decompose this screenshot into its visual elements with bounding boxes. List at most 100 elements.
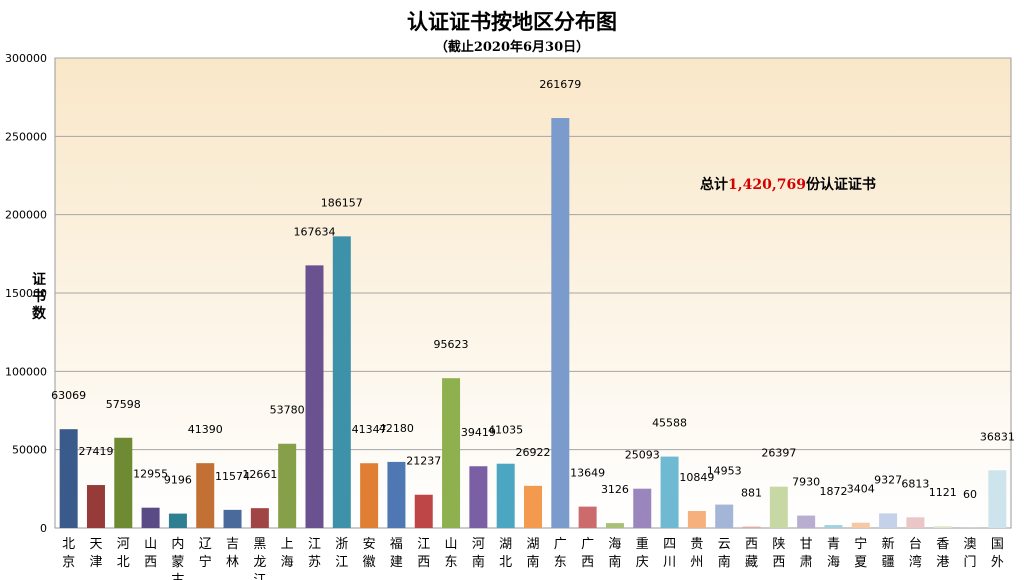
value-label: 186157 [321, 196, 363, 209]
y-tick-label: 300000 [5, 52, 47, 65]
bar [933, 526, 952, 528]
chart-title: 认证证书按地区分布图 [407, 9, 617, 34]
bar [496, 463, 515, 528]
x-tick-label: 吉林 [226, 537, 239, 570]
x-tick-label: 陕西 [772, 537, 785, 570]
y-axis-label-char: 书 [32, 289, 46, 305]
value-label: 12955 [133, 468, 168, 481]
value-label: 26397 [761, 447, 796, 460]
x-tick-label: 重庆 [636, 536, 649, 570]
x-tick-label: 湖南 [526, 537, 539, 570]
value-label: 11574 [215, 470, 250, 483]
total-annotation: 总计1,420,769份认证证书 [700, 174, 876, 194]
x-tick-label: 河北 [117, 537, 130, 570]
value-label: 10849 [679, 471, 714, 484]
bar [879, 513, 898, 528]
bar [223, 509, 242, 528]
value-label: 27419 [78, 445, 113, 458]
value-label: 45588 [652, 417, 687, 430]
x-tick-label: 安徽 [363, 537, 376, 570]
value-label: 9327 [874, 473, 902, 486]
bar [797, 515, 816, 528]
bar [660, 456, 679, 528]
bar [114, 437, 133, 528]
bar [414, 494, 433, 528]
x-tick-label: 甘肃 [800, 537, 813, 570]
x-tick-label: 内蒙古 [171, 536, 184, 580]
x-tick-label: 西藏 [745, 537, 758, 570]
bar [59, 429, 78, 528]
bar [196, 463, 215, 528]
bar [168, 513, 187, 528]
x-tick-label: 台湾 [909, 537, 922, 570]
x-tick-label: 广东 [554, 537, 567, 570]
value-label: 13649 [570, 467, 605, 480]
value-label: 12661 [242, 468, 277, 481]
bar [442, 378, 461, 528]
bar [742, 526, 761, 528]
value-label: 14953 [707, 465, 742, 478]
y-tick-label: 150000 [5, 287, 47, 300]
bar [687, 511, 706, 528]
y-axis-label-char: 数 [32, 306, 46, 322]
x-tick-label: 澳门 [964, 536, 977, 570]
x-tick-label: 上海 [281, 537, 294, 570]
bar [824, 525, 843, 528]
bar [305, 265, 324, 528]
y-axis-label-char: 证 [32, 272, 46, 288]
value-label: 39419 [461, 426, 496, 439]
x-tick-label: 北京 [62, 537, 75, 570]
value-label: 9196 [164, 474, 192, 487]
x-tick-label: 湖北 [499, 537, 512, 570]
x-tick-label: 新疆 [882, 536, 895, 570]
x-tick-label: 福建 [390, 537, 403, 570]
bar [769, 486, 788, 528]
total-suffix: 份认证证书 [805, 177, 876, 193]
bar [469, 466, 488, 528]
value-label: 57598 [106, 398, 141, 411]
x-tick-label: 山西 [144, 537, 157, 570]
x-tick-label: 贵州 [690, 537, 703, 570]
y-tick-label: 50000 [12, 444, 47, 457]
x-tick-label: 辽宁 [199, 537, 212, 570]
value-label: 261679 [539, 78, 581, 91]
bar [851, 522, 870, 528]
y-tick-label: 0 [40, 522, 47, 535]
x-tick-label: 黑龙江 [253, 537, 266, 580]
bar [86, 485, 105, 528]
bar [141, 507, 160, 528]
x-tick-label: 海南 [608, 537, 621, 570]
bar [578, 506, 597, 528]
x-tick-label: 河南 [472, 537, 485, 570]
x-tick-label: 浙江 [335, 537, 348, 570]
bar [988, 470, 1007, 528]
x-tick-label: 天津 [89, 537, 102, 570]
value-label: 63069 [51, 389, 86, 402]
value-label: 53780 [270, 404, 305, 417]
total-prefix: 总计 [700, 177, 728, 193]
value-label: 167634 [293, 225, 335, 238]
x-tick-label: 江西 [417, 537, 430, 570]
bar [906, 517, 925, 528]
value-label: 41390 [188, 423, 223, 436]
x-tick-label: 宁夏 [854, 536, 867, 570]
chart-subtitle: （截止2020年6月30日） [434, 40, 590, 55]
bar [360, 463, 379, 528]
value-label: 881 [741, 487, 762, 500]
value-label: 41035 [488, 424, 523, 437]
bar [524, 485, 542, 528]
bar [633, 488, 652, 528]
bar [387, 461, 406, 528]
x-tick-label: 江苏 [308, 537, 321, 570]
x-tick-label: 国外 [991, 537, 1004, 570]
value-label: 36831 [980, 430, 1015, 443]
value-label: 1121 [929, 486, 957, 499]
bar [250, 508, 269, 528]
value-label: 41347 [352, 423, 387, 436]
value-label: 1872 [819, 485, 847, 498]
y-tick-label: 250000 [5, 130, 47, 143]
value-label: 3126 [601, 483, 629, 496]
y-tick-label: 100000 [5, 365, 47, 378]
x-tick-label: 青海 [827, 537, 840, 570]
